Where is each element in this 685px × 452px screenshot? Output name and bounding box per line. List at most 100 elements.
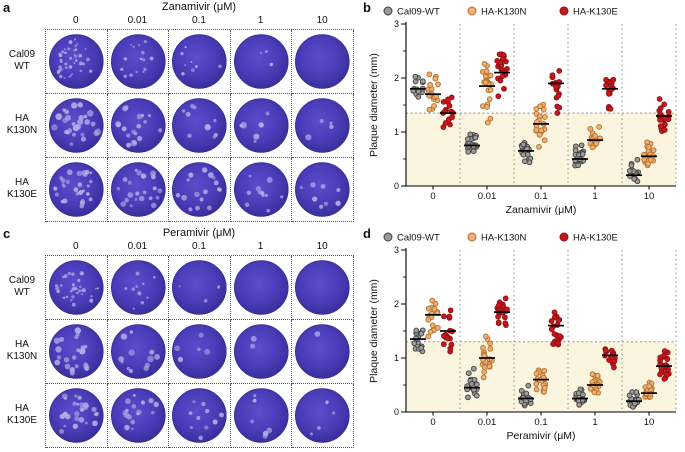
concentration-label: 0.1: [192, 15, 206, 26]
row-label-ha-k130e: HA K130E: [0, 157, 44, 221]
plaque-well: [107, 158, 170, 222]
plaque-well: [169, 158, 231, 222]
scatter-point: [594, 372, 601, 379]
plaque-well: [230, 94, 293, 158]
concentration-label: 10: [316, 15, 328, 26]
scatter-point: [661, 376, 668, 382]
scatter-point: [481, 369, 488, 375]
scatter-point: [470, 365, 477, 372]
chart-legend: Cal09-WT HA-K130N HA-K130E: [383, 232, 618, 244]
scatter-point: [551, 314, 558, 321]
scatter-point: [536, 144, 542, 150]
scatter-point: [579, 151, 586, 157]
row-label-line: HA: [15, 176, 29, 188]
scatter-point: [549, 72, 556, 79]
scatter-point: [650, 147, 657, 154]
scatter-point: [482, 364, 488, 371]
scatter-point: [482, 333, 489, 340]
scatter-point: [556, 333, 563, 339]
scatter-point: [468, 381, 475, 387]
row-label-line: HA: [15, 338, 29, 350]
well-grid-zanamivir: [45, 29, 354, 222]
scatter-point: [578, 142, 585, 149]
scatter-point: [497, 77, 504, 84]
scatter-point: [664, 356, 671, 362]
plaque-well: [107, 320, 170, 384]
legend-marker: [559, 6, 569, 16]
scatter-point: [657, 354, 664, 361]
scatter-point: [657, 117, 663, 123]
plaque-well: [46, 158, 108, 222]
panel-label-c: c: [3, 226, 11, 241]
scatter-point: [553, 84, 559, 90]
plaque-well: [46, 320, 108, 384]
plaque-well: [46, 30, 108, 94]
scatter-point: [484, 119, 491, 126]
scatter-point: [497, 59, 504, 66]
scatter-point: [555, 92, 562, 99]
scatter-point: [480, 374, 487, 381]
scatter-point: [429, 297, 436, 304]
scatter-point: [657, 105, 664, 111]
scatter-point: [465, 148, 472, 155]
scatter-point: [542, 114, 548, 120]
scatter-point: [589, 144, 596, 151]
scatter-point: [412, 73, 419, 80]
legend-marker: [383, 232, 393, 242]
series-HA-K130N: [425, 297, 657, 400]
scatter-point: [427, 329, 434, 335]
scatter-point: [548, 318, 555, 324]
svg-text:0.01: 0.01: [478, 417, 497, 428]
series-HA-K130N: [425, 61, 657, 169]
scatter-point: [418, 330, 425, 337]
plaque-well: [169, 320, 231, 384]
scatter-point: [448, 341, 455, 348]
scatter-point: [480, 345, 486, 351]
scatter-point: [413, 327, 420, 334]
scatter-point: [487, 72, 494, 79]
plaque-well: [230, 30, 293, 94]
scatter-point: [536, 131, 543, 138]
concentration-label: 0.01: [127, 15, 148, 26]
svg-text:HA-K130N: HA-K130N: [481, 7, 527, 18]
scatter-point: [607, 106, 614, 112]
scatter-point: [426, 71, 433, 78]
scatter-point: [626, 168, 633, 174]
series-HA-K130E: [440, 295, 672, 382]
scatter-point: [554, 340, 561, 347]
concentration-label: 1: [257, 241, 264, 252]
panel-d: d 0 1 2 3 0 0.01 0.1 1 10 Peramivir (μM) Plaque di…: [360, 226, 685, 452]
scatter-point: [596, 124, 602, 130]
plaque-well: [169, 30, 231, 94]
scatter-point: [502, 295, 509, 302]
svg-text:HA-K130N: HA-K130N: [481, 233, 527, 244]
scatter-point: [495, 302, 502, 309]
row-label-line: HA: [15, 402, 29, 414]
drug-title-peramivir: Peramivir (μM): [162, 227, 236, 239]
scatter-point: [540, 106, 547, 113]
plaque-well: [46, 94, 108, 158]
plaque-well: [292, 384, 354, 448]
scatter-point: [518, 387, 525, 394]
scatter-point: [591, 389, 598, 396]
scatter-point: [427, 82, 433, 88]
scatter-point: [495, 319, 502, 326]
plaque-well: [230, 158, 293, 222]
legend-marker: [559, 232, 569, 242]
scatter-point: [442, 120, 449, 126]
scatter-point: [440, 341, 447, 348]
plaque-well: [107, 384, 170, 448]
row-label-cal09-wt: Cal09 WT: [0, 29, 44, 93]
scatter-point: [435, 81, 441, 88]
concentration-labels-c: 0 0.01 0.1 1 10: [45, 241, 353, 252]
scatter-point: [482, 79, 489, 86]
svg-text:Cal09-WT: Cal09-WT: [397, 7, 440, 18]
svg-text:HA-K130E: HA-K130E: [573, 233, 618, 244]
row-label-ha-k130e: HA K130E: [0, 383, 44, 447]
svg-text:Peramivir (μM): Peramivir (μM): [506, 430, 575, 442]
scatter-point: [656, 96, 663, 102]
scatter-chart-peramivir: 0 1 2 3 0 0.01 0.1 1 10 Peramivir (μM) Plaque diam…: [368, 232, 677, 442]
scatter-point: [415, 94, 422, 100]
plaque-well: [169, 256, 231, 320]
scatter-point: [551, 331, 558, 337]
